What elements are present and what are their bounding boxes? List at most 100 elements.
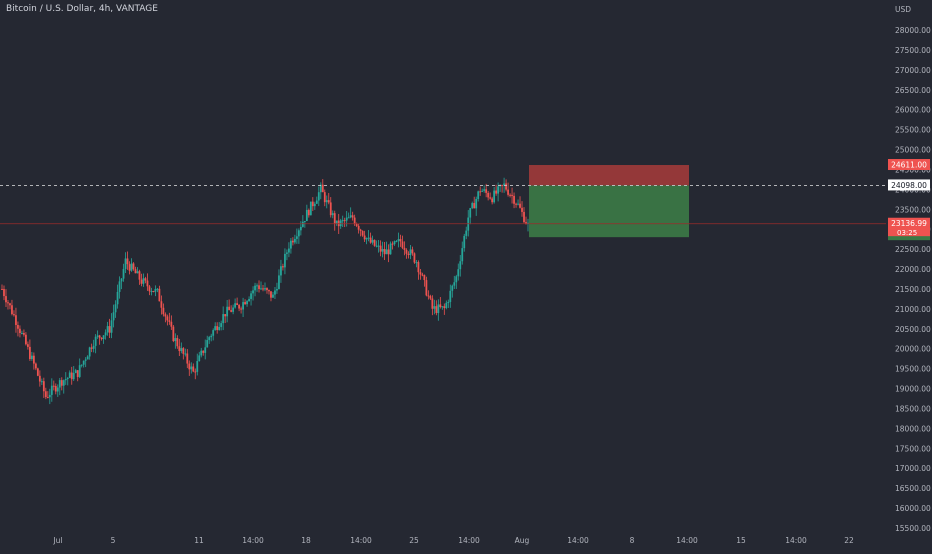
candle-body: [56, 387, 59, 392]
candle-body: [351, 215, 354, 218]
candle-body: [19, 328, 21, 334]
candle-body: [288, 248, 290, 253]
candle-body: [527, 222, 529, 224]
candle-body: [160, 301, 163, 308]
candle-body: [230, 310, 233, 312]
candle-body: [363, 235, 366, 240]
candle-body: [234, 303, 237, 308]
candle-body: [166, 316, 169, 321]
entry-label-bg: [888, 179, 930, 191]
price-tick-label: 15500.00: [895, 524, 931, 533]
candle-body: [379, 245, 382, 252]
candle-body: [156, 288, 159, 290]
candle-body: [433, 306, 436, 309]
candle-body: [411, 249, 414, 254]
candle-body: [409, 249, 412, 256]
stop-loss-price-label: 24611.00: [891, 161, 927, 170]
candle-body: [258, 285, 260, 290]
candle-body: [244, 302, 246, 305]
candle-body: [413, 253, 416, 263]
candle-body: [329, 202, 332, 216]
candle-body: [222, 314, 225, 324]
candle-body: [435, 306, 438, 314]
candle-body: [417, 262, 420, 273]
candle-body: [154, 288, 157, 292]
candle-body: [280, 266, 282, 276]
candle-body: [242, 302, 244, 310]
time-tick-label: 25: [409, 536, 419, 545]
candle-body: [176, 338, 179, 347]
candle-body: [102, 335, 105, 340]
candle-body: [479, 191, 482, 193]
candle-body: [301, 221, 304, 227]
candle-body: [427, 295, 430, 297]
candle-body: [517, 203, 519, 205]
candle-body: [337, 220, 340, 227]
price-tick-label: 28000.00: [895, 26, 931, 35]
candle-body: [164, 314, 167, 317]
candle-body: [36, 368, 39, 376]
candle-body: [138, 271, 141, 280]
time-tick-label: 14:00: [458, 536, 480, 545]
candle-body: [216, 326, 219, 330]
candle-body: [228, 306, 231, 311]
candle-body: [282, 266, 284, 268]
candle-body: [469, 208, 472, 218]
candle-body: [54, 385, 57, 392]
symbol-title: Bitcoin / U.S. Dollar, 4h, VANTAGE: [6, 4, 158, 14]
price-tick-label: 22000.00: [895, 265, 931, 274]
candle-body: [489, 197, 492, 199]
candle-body: [274, 290, 276, 295]
candle-body: [140, 279, 143, 284]
price-tick-label: 19500.00: [895, 365, 931, 374]
candle-body: [256, 285, 258, 287]
candle-body: [86, 356, 89, 360]
price-tick-label: 19000.00: [895, 385, 931, 394]
candle-body: [272, 294, 274, 298]
stop-loss-label-bg: [888, 159, 930, 171]
candle-body: [423, 275, 426, 281]
candle-body: [120, 278, 123, 282]
candle-body: [3, 289, 5, 297]
time-tick-label: 15: [736, 536, 746, 545]
candle-body: [21, 332, 23, 334]
price-tick-label: 21000.00: [895, 305, 931, 314]
time-tick-label: 5: [111, 536, 116, 545]
candle-body: [226, 306, 229, 317]
candle-body: [313, 203, 316, 207]
price-lines: [0, 185, 886, 225]
entry-price-label: 24098.00: [891, 181, 927, 190]
candle-body: [333, 213, 336, 224]
candle-body: [453, 282, 456, 286]
candle-body: [116, 291, 119, 305]
candle-body: [260, 288, 262, 290]
candle-body: [58, 380, 61, 388]
candle-body: [437, 304, 440, 314]
candle-body: [407, 253, 410, 256]
candle-body: [475, 198, 478, 209]
time-tick-label: 22: [844, 536, 854, 545]
candle-body: [511, 194, 513, 196]
candle-body: [168, 320, 171, 322]
candle-body: [399, 239, 402, 242]
candle-body: [389, 243, 392, 255]
candle-body: [415, 262, 418, 264]
candle-body: [297, 230, 300, 237]
candle-body: [495, 190, 498, 194]
candle-body: [180, 348, 183, 352]
price-tick-label: 17000.00: [895, 464, 931, 473]
candle-body: [62, 380, 65, 386]
candle-body: [40, 381, 43, 383]
candle-body: [397, 239, 400, 242]
candle-body: [130, 263, 133, 271]
candle-body: [451, 285, 454, 291]
price-tick-label: 26500.00: [895, 86, 931, 95]
candle-body: [136, 271, 139, 274]
candle-body: [44, 391, 47, 398]
candle-body: [353, 217, 356, 224]
candle-body: [52, 385, 55, 387]
candle-body: [66, 377, 69, 380]
candle-body: [144, 278, 147, 281]
